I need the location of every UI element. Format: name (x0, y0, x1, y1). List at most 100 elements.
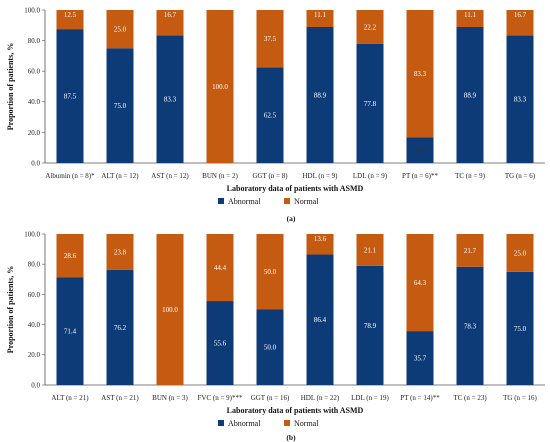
data-label-normal: 16.7 (514, 11, 527, 19)
legend-label-normal: Normal (294, 419, 319, 428)
data-label-abnormal: 83.3 (164, 96, 177, 104)
bar-normal (456, 10, 484, 27)
data-label-abnormal: 50.0 (264, 344, 277, 352)
data-label-normal: 13.6 (314, 235, 327, 243)
x-tick-label: AST (n = 12) (151, 172, 189, 180)
data-label-normal: 16.7 (164, 11, 177, 19)
bar-abnormal (306, 254, 334, 385)
y-tick-label: 0.0 (31, 381, 40, 389)
y-axis-title: Proportion of patients, % (6, 43, 15, 130)
data-label-normal: 28.6 (64, 252, 77, 260)
bar-normal (356, 234, 384, 266)
bar-normal (156, 234, 184, 385)
y-tick-label: 20.0 (28, 351, 41, 359)
x-tick-label: HDL (n = 9) (303, 172, 339, 180)
data-label-normal: 25.0 (514, 249, 527, 257)
y-tick-label: 60.0 (28, 291, 41, 299)
data-label-abnormal: 77.8 (364, 100, 377, 108)
bar-abnormal (56, 277, 84, 385)
chart-panel-a: 0.0 20.0 40.0 60.0 80.0 100.0 Proportion of pa… (6, 6, 545, 223)
x-tick-label: Albumin (n = 8)* (45, 172, 95, 180)
panel-label: (a) (287, 214, 296, 223)
x-tick-label: GGT (n = 16) (251, 394, 290, 402)
data-label-abnormal: 88.9 (464, 91, 477, 99)
data-label-normal: 100.0 (212, 83, 228, 91)
bar-abnormal (56, 29, 84, 163)
bar-normal (306, 234, 334, 255)
bar-normal (506, 10, 534, 36)
bar-normal (206, 234, 234, 302)
data-label-normal: 11.1 (464, 11, 476, 19)
data-label-abnormal: 55.6 (214, 339, 227, 347)
y-tick-label: 80.0 (28, 37, 41, 45)
data-label-abnormal: 76.2 (114, 324, 127, 332)
data-label-normal: 25.0 (114, 26, 127, 34)
x-tick-label: ALT (n = 12) (101, 172, 139, 180)
data-label-abnormal: 71.4 (64, 327, 77, 335)
bar-abnormal (506, 271, 534, 385)
x-tick-label: GGT (n = 8) (252, 172, 288, 180)
data-label-abnormal: 78.3 (464, 322, 477, 330)
x-tick-label: LDL (n = 19) (351, 394, 389, 402)
data-label-normal: 50.0 (264, 268, 277, 276)
bar-normal (356, 10, 384, 44)
data-label-abnormal: 78.9 (364, 322, 377, 330)
x-tick-label: TG (n = 6) (505, 172, 536, 180)
legend-swatch-normal (284, 198, 290, 204)
x-tick-label: TC (n = 23) (453, 394, 487, 402)
y-tick-label: 100.0 (24, 6, 40, 14)
bar-abnormal (256, 309, 284, 385)
data-label-abnormal: 83.3 (514, 96, 527, 104)
bar-abnormal (256, 67, 284, 163)
bar-abnormal (406, 331, 434, 385)
x-tick-label: PT (n = 14)** (400, 394, 440, 402)
bar-normal (206, 10, 234, 163)
bar-normal (156, 10, 184, 36)
bar-abnormal (306, 26, 334, 163)
y-tick-label: 60.0 (28, 68, 41, 76)
bar-normal (406, 10, 434, 138)
x-tick-label: TG (n = 16) (503, 394, 537, 402)
y-tick-label: 40.0 (28, 321, 41, 329)
bar-normal (306, 10, 334, 27)
data-label-normal: 21.1 (364, 246, 377, 254)
bar-abnormal (356, 43, 384, 163)
bar-abnormal (356, 265, 384, 385)
data-label-abnormal: 62.5 (264, 112, 277, 120)
data-label-abnormal: 86.4 (314, 316, 327, 324)
data-label-normal: 12.5 (64, 11, 77, 19)
x-tick-label: TC (n = 9) (455, 172, 485, 180)
bar-abnormal (506, 35, 534, 164)
bar-abnormal (456, 266, 484, 385)
data-label-abnormal: 75.0 (114, 102, 127, 110)
bar-abnormal (106, 269, 134, 385)
bar-normal (106, 234, 134, 270)
bar-abnormal (156, 35, 184, 164)
data-label-normal: 23.8 (114, 248, 127, 256)
data-label-normal: 44.4 (214, 264, 227, 272)
y-tick-label: 20.0 (28, 129, 41, 137)
y-tick-label: 100.0 (24, 230, 40, 238)
data-label-normal: 22.2 (364, 23, 377, 31)
bar-normal (406, 234, 434, 332)
x-axis-title: Laboratory data of patients with ASMD (227, 184, 364, 193)
data-label-abnormal: 87.5 (64, 92, 77, 100)
legend-label-abnormal: Abnormal (228, 419, 261, 428)
x-tick-label: HDL (n = 22) (301, 394, 340, 402)
x-tick-label: FVC (n = 9)*** (198, 394, 243, 402)
data-label-normal: 11.1 (314, 11, 326, 19)
data-label-normal: 83.3 (414, 70, 427, 78)
legend-swatch-abnormal (218, 420, 224, 426)
data-label-abnormal: 88.9 (314, 91, 327, 99)
bar-normal (56, 234, 84, 278)
chart-panel-b: 0.0 20.0 40.0 60.0 80.0 100.0 Proportion of pa… (6, 230, 545, 442)
data-label-normal: 37.5 (264, 35, 277, 43)
bar-normal (256, 234, 284, 310)
legend-label-abnormal: Abnormal (228, 197, 261, 206)
legend-swatch-abnormal (218, 198, 224, 204)
data-label-normal: 100.0 (162, 306, 178, 314)
bar-abnormal (106, 48, 134, 163)
y-tick-label: 0.0 (31, 159, 40, 167)
x-tick-label: BUN (n = 2) (202, 172, 238, 180)
